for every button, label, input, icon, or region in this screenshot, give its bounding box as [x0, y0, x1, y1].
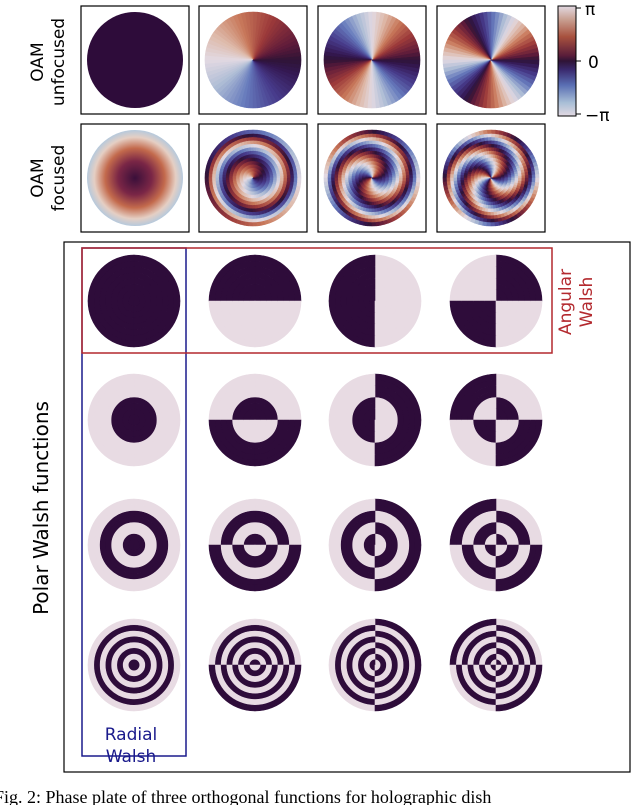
- oam-unfocused-panel-l0: [80, 5, 190, 115]
- oam-focused-panel-l0: [80, 123, 190, 233]
- radial-walsh-label: Radial Walsh: [105, 725, 158, 767]
- colorbar-tick-top: π: [585, 0, 595, 20]
- walsh-panel-r0-a0: [87, 254, 181, 348]
- phase-colorbar: π 0 −π: [557, 0, 609, 126]
- radial-walsh-label-line1: Radial: [105, 725, 158, 745]
- walsh-panel-r0-a2: [328, 254, 422, 348]
- walsh-section-title: Polar Walsh functions: [29, 401, 53, 615]
- walsh-panel-r2-a2: [328, 498, 422, 592]
- walsh-panel-frame: [63, 241, 631, 773]
- oam-focused-panel-l1: [198, 123, 308, 233]
- radial-walsh-label-line2: Walsh: [106, 747, 157, 767]
- walsh-panel-r3-a0: [87, 618, 181, 712]
- oam-unfocused-panel-l1: [198, 5, 308, 115]
- walsh-panel-r1-a3: [449, 373, 543, 467]
- walsh-panel-r0-a1: [208, 254, 302, 348]
- walsh-panel-r1-a2: [328, 373, 422, 467]
- walsh-grid: [87, 254, 543, 712]
- oam-unfocused-panel-l2: [317, 5, 427, 115]
- oam-unfocused-row: [80, 5, 546, 115]
- row-label-unfocused: OAM unfocused: [28, 18, 69, 106]
- row-label-focused-line2: focused: [49, 145, 69, 212]
- row-label-unfocused-line1: OAM: [28, 42, 48, 81]
- row-label-focused-line1: OAM: [28, 158, 48, 197]
- walsh-panel-r2-a1: [208, 498, 302, 592]
- walsh-panel-r0-a3: [449, 254, 543, 348]
- row-label-unfocused-line2: unfocused: [49, 18, 69, 106]
- oam-focused-row: [80, 123, 546, 233]
- row-label-focused: OAM focused: [28, 145, 69, 212]
- walsh-panel-r2-a0: [87, 498, 181, 592]
- colorbar-tick-mid: 0: [588, 53, 599, 73]
- angular-walsh-label-line2: Walsh: [577, 277, 597, 328]
- colorbar-gradient: [557, 5, 577, 117]
- walsh-panel-r1-a0: [87, 373, 181, 467]
- walsh-panel-r1-a1: [208, 373, 302, 467]
- oam-focused-panel-l3: [436, 123, 546, 233]
- walsh-panel-r2-a3: [449, 498, 543, 592]
- angular-walsh-label: Angular Walsh: [556, 269, 597, 335]
- oam-focused-panel-l2: [317, 123, 427, 233]
- oam-unfocused-panel-l3: [436, 5, 546, 115]
- walsh-panel-r3-a3: [449, 618, 543, 712]
- figure-caption: Fig. 2: Phase plate of three orthogonal …: [0, 787, 491, 805]
- walsh-panel-r3-a2: [328, 618, 422, 712]
- angular-walsh-box: [81, 247, 553, 354]
- colorbar-tick-bottom: −π: [585, 106, 609, 126]
- walsh-panel-r3-a1: [208, 618, 302, 712]
- angular-walsh-label-line1: Angular: [556, 269, 576, 335]
